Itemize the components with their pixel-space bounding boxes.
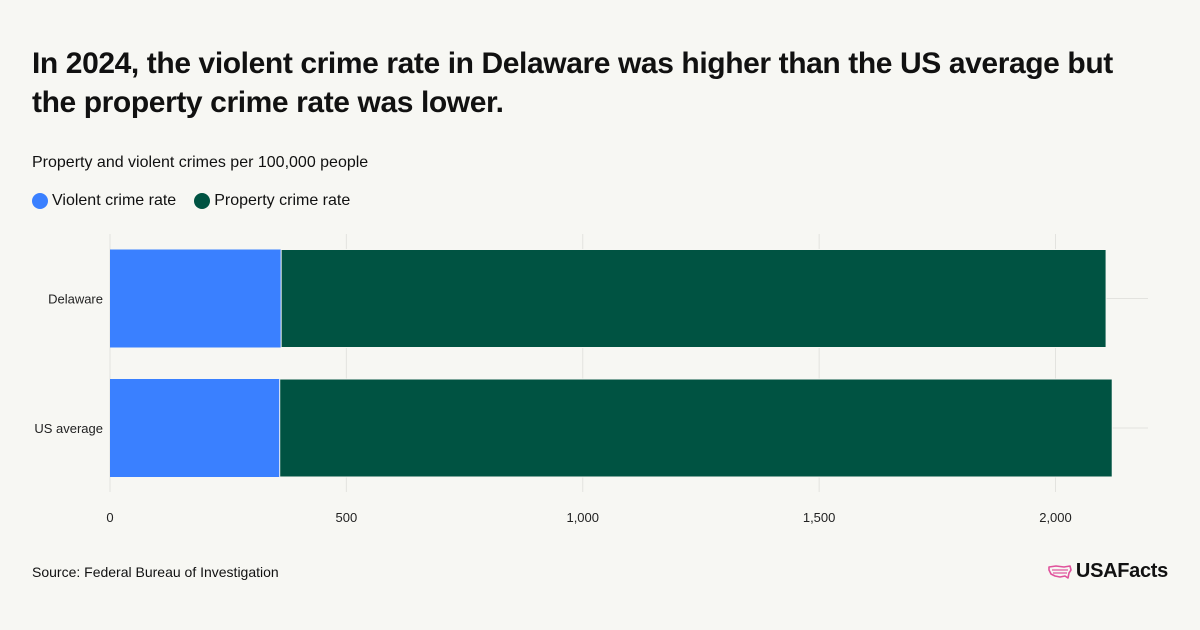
- bar-violent-delaware: [110, 249, 282, 348]
- bar-violent-us-average: [110, 379, 280, 477]
- y-category-label: Delaware: [48, 292, 103, 307]
- usa-map-icon: [1048, 564, 1072, 579]
- legend: Violent crime rate Property crime rate: [32, 192, 368, 210]
- y-category-label: US average: [34, 421, 103, 436]
- legend-item-violent: Violent crime rate: [32, 192, 176, 210]
- legend-label-violent: Violent crime rate: [52, 192, 177, 209]
- x-tick-label: 1,000: [566, 510, 599, 525]
- bar-property-delaware: [280, 249, 1107, 348]
- brand-logo: USAFacts: [1048, 560, 1168, 583]
- legend-item-property: Property crime rate: [194, 192, 350, 210]
- legend-swatch-property: [194, 193, 211, 209]
- bar-property-us-average: [279, 378, 1113, 478]
- legend-swatch-violent: [32, 193, 48, 209]
- chart-subtitle: Property and violent crimes per 100,000 …: [32, 154, 369, 171]
- source-note: Source: Federal Bureau of Investigation: [32, 564, 279, 580]
- x-tick-label: 500: [336, 510, 358, 525]
- x-tick-label: 1,500: [803, 510, 836, 525]
- legend-label-property: Property crime rate: [214, 192, 351, 209]
- x-tick-label: 2,000: [1039, 510, 1072, 525]
- x-tick-label: 0: [106, 510, 113, 525]
- brand-name: USAFacts: [1075, 560, 1168, 582]
- chart-title: In 2024, the violent crime rate in Delaw…: [32, 47, 1113, 119]
